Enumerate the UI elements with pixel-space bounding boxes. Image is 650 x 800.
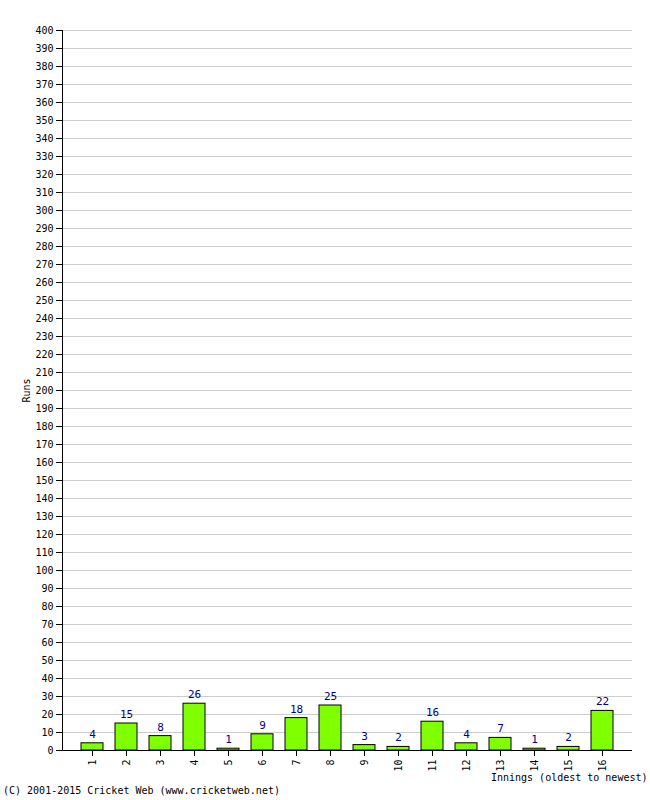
- svg-text:14: 14: [529, 760, 540, 772]
- svg-text:5: 5: [223, 760, 234, 766]
- svg-text:22: 22: [596, 695, 609, 708]
- svg-text:100: 100: [35, 565, 53, 576]
- svg-text:7: 7: [497, 722, 504, 735]
- svg-text:190: 190: [35, 403, 53, 414]
- svg-text:240: 240: [35, 313, 53, 324]
- svg-text:Runs: Runs: [21, 378, 32, 402]
- svg-text:370: 370: [35, 79, 53, 90]
- svg-text:1: 1: [225, 733, 232, 746]
- svg-text:60: 60: [41, 637, 53, 648]
- svg-text:280: 280: [35, 241, 53, 252]
- svg-text:380: 380: [35, 61, 53, 72]
- svg-text:390: 390: [35, 43, 53, 54]
- svg-text:11: 11: [427, 760, 438, 772]
- svg-text:160: 160: [35, 457, 53, 468]
- svg-text:310: 310: [35, 187, 53, 198]
- svg-text:10: 10: [41, 727, 53, 738]
- svg-text:70: 70: [41, 619, 53, 630]
- svg-text:4: 4: [189, 760, 200, 766]
- html-text:(C) 2001-2015 Cricket Web (www: (C) 2001-2015 Cricket Web (www.cricketwe…: [3, 785, 280, 796]
- svg-text:15: 15: [120, 708, 133, 721]
- svg-text:16: 16: [426, 706, 439, 719]
- svg-text:26: 26: [188, 688, 201, 701]
- svg-text:170: 170: [35, 439, 53, 450]
- svg-text:210: 210: [35, 367, 53, 378]
- svg-text:16: 16: [597, 760, 608, 772]
- svg-text:80: 80: [41, 601, 53, 612]
- svg-text:1: 1: [87, 760, 98, 766]
- svg-text:20: 20: [41, 709, 53, 720]
- svg-text:3: 3: [155, 760, 166, 766]
- svg-text:13: 13: [495, 760, 506, 772]
- svg-text:7: 7: [291, 760, 302, 766]
- svg-text:2: 2: [121, 760, 132, 766]
- svg-text:4: 4: [89, 728, 96, 741]
- svg-text:18: 18: [290, 703, 303, 716]
- svg-text:15: 15: [563, 760, 574, 772]
- svg-text:10: 10: [393, 760, 404, 772]
- svg-text:9: 9: [259, 719, 266, 732]
- svg-text:50: 50: [41, 655, 53, 666]
- svg-text:200: 200: [35, 385, 53, 396]
- svg-text:180: 180: [35, 421, 53, 432]
- svg-text:3: 3: [361, 730, 368, 743]
- svg-text:40: 40: [41, 673, 53, 684]
- svg-text:320: 320: [35, 169, 53, 180]
- svg-text:Innings (oldest to newest): Innings (oldest to newest): [491, 772, 648, 783]
- svg-text:270: 270: [35, 259, 53, 270]
- svg-text:140: 140: [35, 493, 53, 504]
- svg-text:0: 0: [47, 745, 53, 756]
- svg-text:6: 6: [257, 760, 268, 766]
- svg-text:2: 2: [565, 731, 572, 744]
- svg-text:290: 290: [35, 223, 53, 234]
- svg-text:340: 340: [35, 133, 53, 144]
- svg-text:400: 400: [35, 25, 53, 36]
- svg-text:110: 110: [35, 547, 53, 558]
- svg-text:120: 120: [35, 529, 53, 540]
- svg-text:260: 260: [35, 277, 53, 288]
- svg-text:250: 250: [35, 295, 53, 306]
- svg-text:150: 150: [35, 475, 53, 486]
- svg-text:4: 4: [463, 728, 470, 741]
- svg-text:130: 130: [35, 511, 53, 522]
- svg-text:8: 8: [325, 760, 336, 766]
- svg-text:1: 1: [531, 733, 538, 746]
- svg-text:8: 8: [157, 721, 164, 734]
- svg-text:25: 25: [324, 690, 337, 703]
- svg-text:90: 90: [41, 583, 53, 594]
- svg-text:220: 220: [35, 349, 53, 360]
- svg-text:2: 2: [395, 731, 402, 744]
- svg-text:360: 360: [35, 97, 53, 108]
- svg-text:330: 330: [35, 151, 53, 162]
- svg-text:300: 300: [35, 205, 53, 216]
- svg-text:350: 350: [35, 115, 53, 126]
- svg-text:9: 9: [359, 760, 370, 766]
- svg-text:30: 30: [41, 691, 53, 702]
- svg-text:230: 230: [35, 331, 53, 342]
- svg-text:12: 12: [461, 760, 472, 772]
